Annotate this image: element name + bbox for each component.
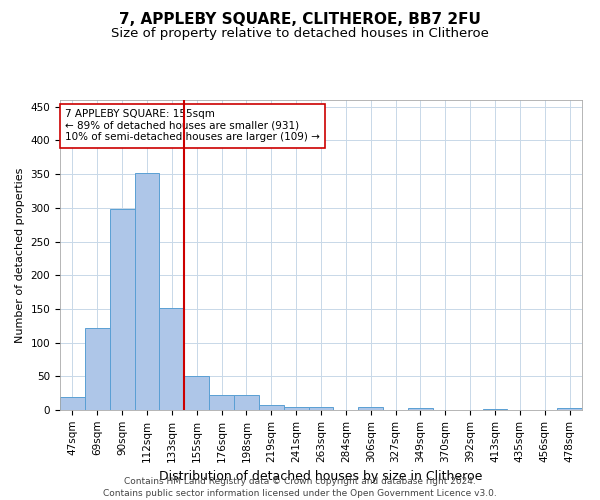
Bar [308,406,334,410]
Bar [358,406,383,410]
Bar [184,376,209,410]
Bar [259,404,284,410]
Bar [60,396,85,410]
Bar [408,408,433,410]
Text: 7 APPLEBY SQUARE: 155sqm
← 89% of detached houses are smaller (931)
10% of semi-: 7 APPLEBY SQUARE: 155sqm ← 89% of detach… [65,110,320,142]
Bar [482,408,508,410]
Text: 7, APPLEBY SQUARE, CLITHEROE, BB7 2FU: 7, APPLEBY SQUARE, CLITHEROE, BB7 2FU [119,12,481,28]
Text: Size of property relative to detached houses in Clitheroe: Size of property relative to detached ho… [111,28,489,40]
Bar [110,208,134,410]
Bar [234,395,259,410]
Bar [284,406,308,410]
Y-axis label: Number of detached properties: Number of detached properties [15,168,25,342]
Text: Contains HM Land Registry data © Crown copyright and database right 2024.: Contains HM Land Registry data © Crown c… [124,478,476,486]
Bar [134,174,160,410]
X-axis label: Distribution of detached houses by size in Clitheroe: Distribution of detached houses by size … [160,470,482,483]
Bar [557,408,582,410]
Bar [209,395,234,410]
Bar [160,308,184,410]
Text: Contains public sector information licensed under the Open Government Licence v3: Contains public sector information licen… [103,489,497,498]
Bar [85,328,110,410]
